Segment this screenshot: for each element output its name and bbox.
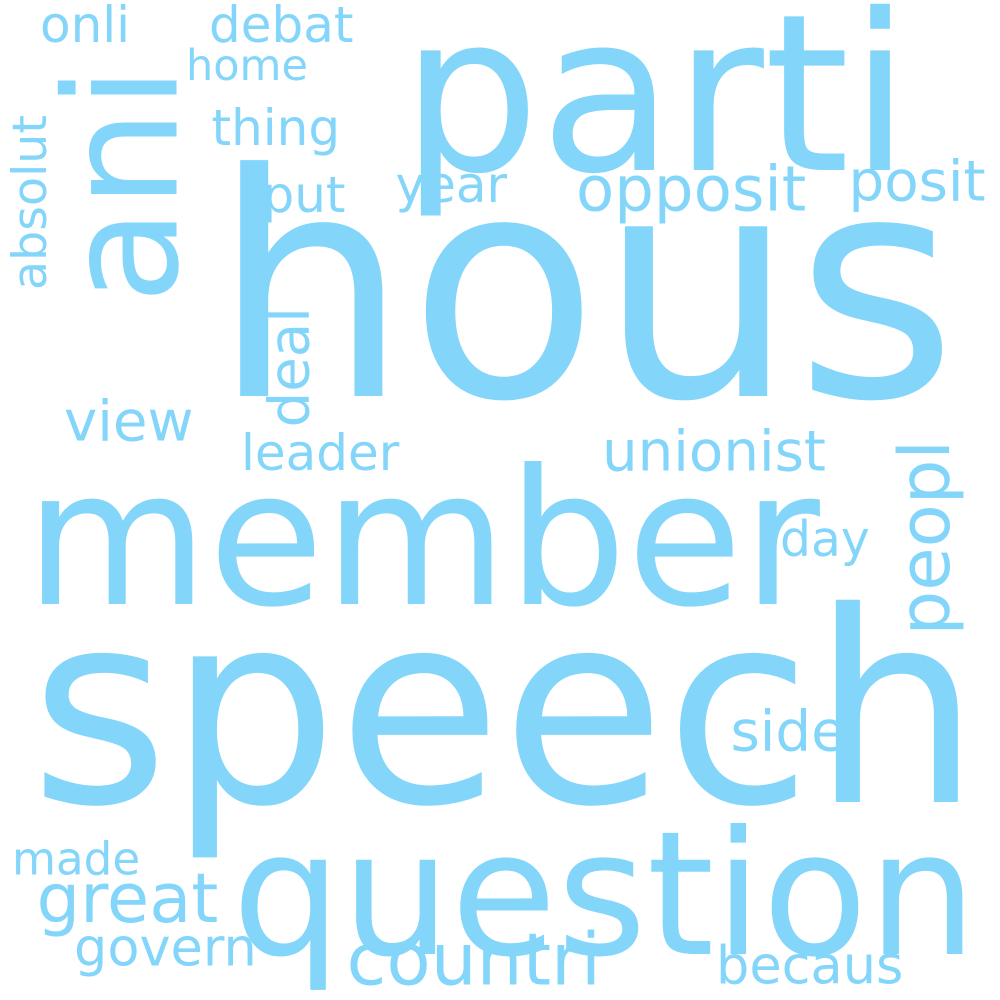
word-member: member	[25, 430, 820, 649]
word-countri: countri	[346, 918, 602, 1000]
word-hous: hous	[212, 109, 958, 470]
word-put: put	[262, 166, 346, 224]
word-great: great	[36, 859, 219, 939]
word-day: day	[780, 511, 870, 568]
word-opposit: opposit	[576, 152, 807, 226]
word-home: home	[186, 41, 308, 91]
word-leader: leader	[241, 424, 400, 482]
word-govern: govern	[74, 917, 257, 979]
word-onli: onli	[40, 0, 131, 54]
word-ani: ani	[31, 65, 214, 304]
word-side: side	[730, 699, 846, 765]
word-view: view	[64, 389, 194, 455]
word-posit: posit	[848, 149, 986, 215]
word-debat: debat	[209, 0, 354, 54]
word-question: question	[232, 794, 977, 995]
word-absolut: absolut	[3, 115, 58, 290]
word-made: made	[12, 832, 141, 886]
word-year: year	[395, 156, 508, 214]
word-becaus: becaus	[716, 935, 904, 997]
word-parti: parti	[401, 0, 911, 222]
word-thing: thing	[211, 99, 341, 157]
word-peopl: peopl	[884, 439, 966, 636]
word-speech: speech	[30, 555, 981, 865]
word-deal: deal	[257, 307, 323, 428]
word-unionist: unionist	[602, 419, 826, 485]
